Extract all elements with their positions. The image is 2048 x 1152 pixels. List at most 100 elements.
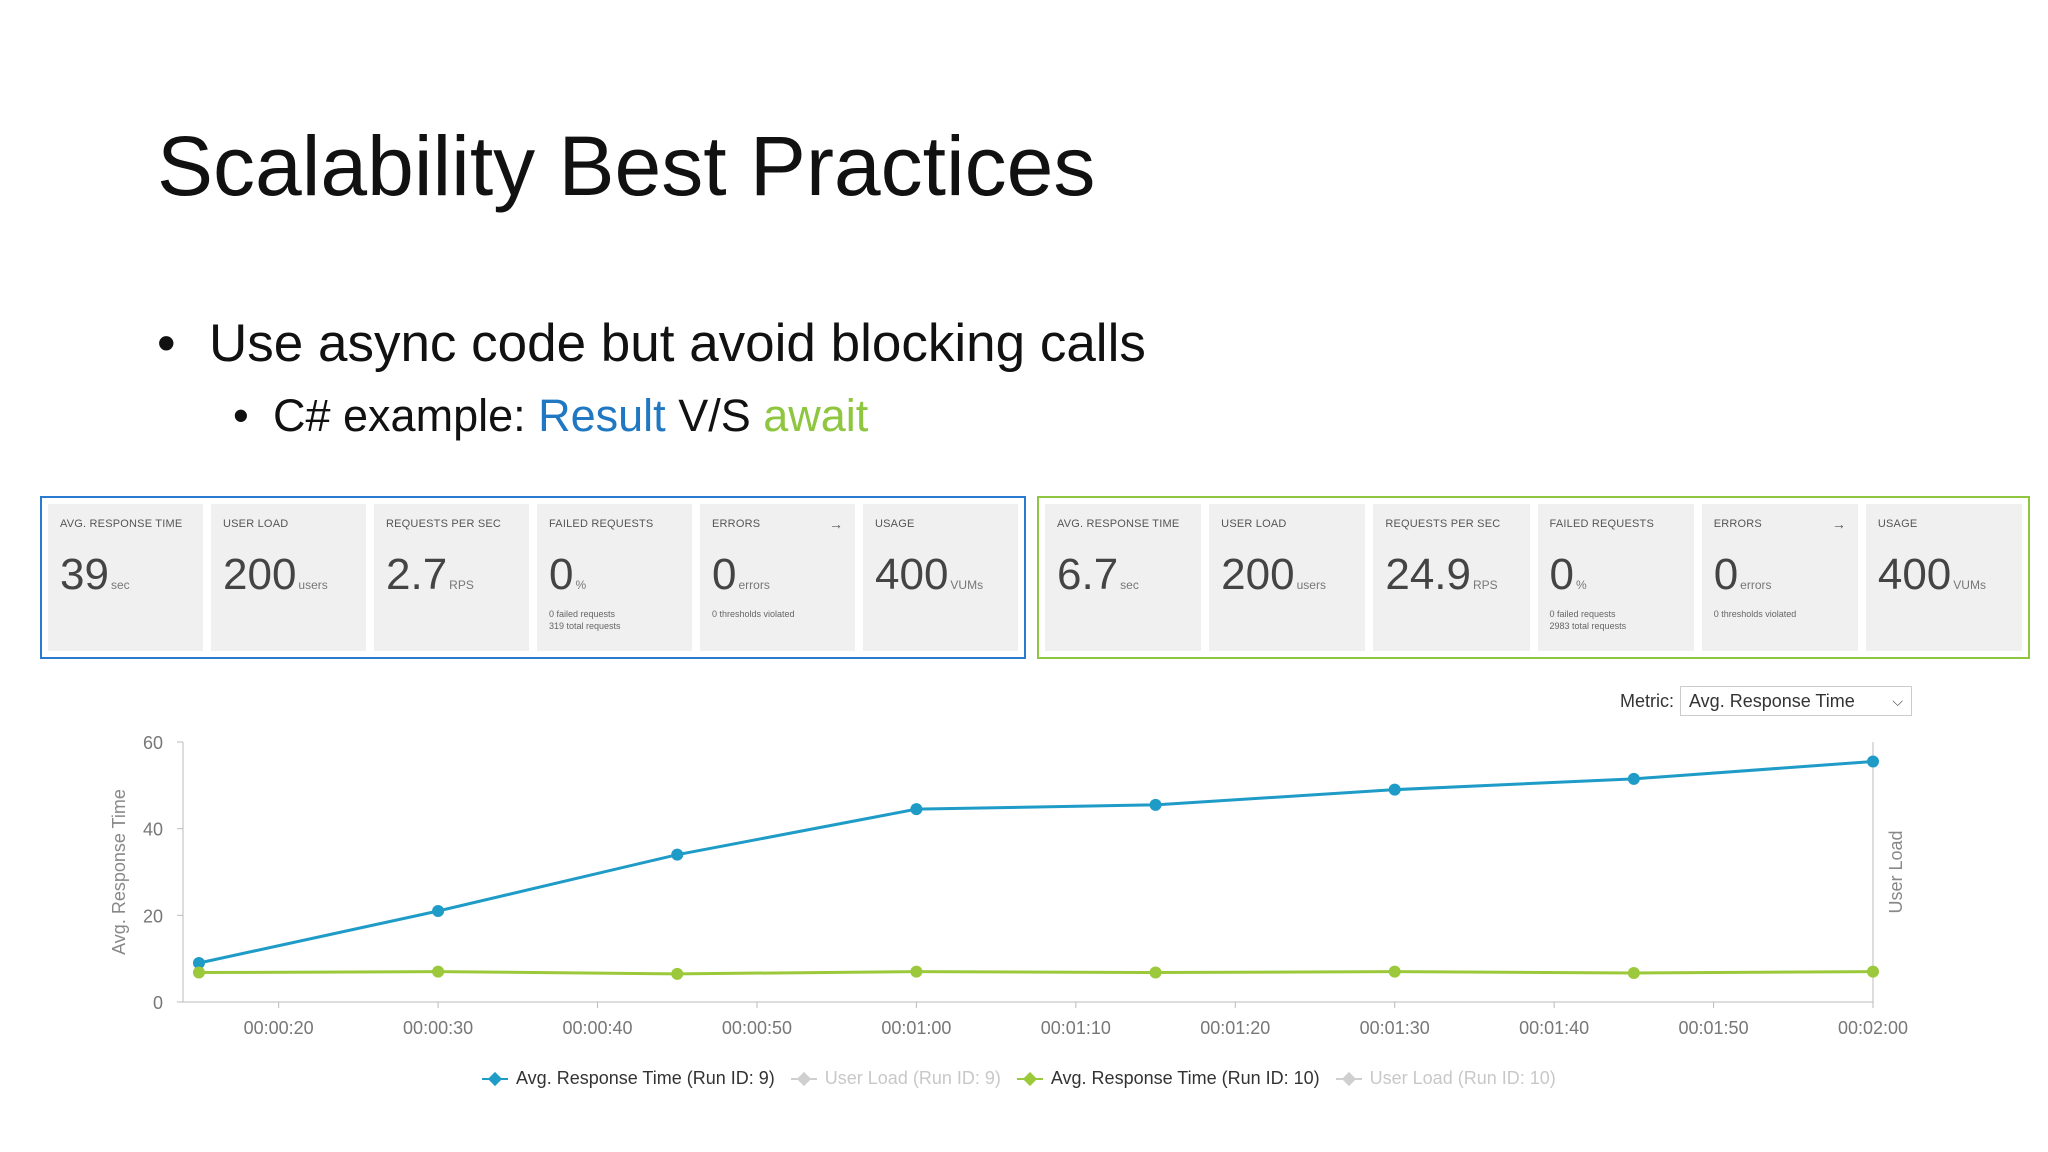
kpi-unit: users (298, 578, 328, 592)
slide-title: Scalability Best Practices (157, 119, 1096, 213)
response-time-chart: 0 20 40 60 00:00:20 00:00:30 00:00:40 00:00:50 0… (109, 733, 1908, 1038)
kpi-subtext-1: 0 thresholds violated (712, 609, 795, 619)
data-point (1149, 798, 1162, 811)
legend-item[interactable]: User Load (Run ID: 10) (1334, 1068, 1556, 1089)
kpi-tile-avg-response-time: AVG. RESPONSE TIME 39 sec (48, 504, 203, 651)
kpi-unit: RPS (1472, 578, 1498, 592)
kpi-unit: % (1576, 578, 1587, 592)
data-point (192, 957, 205, 969)
x-tick-label: 00:02:00 (1838, 1018, 1908, 1038)
data-point (910, 803, 923, 816)
bullet-2: • C# example: Result V/S await (233, 390, 868, 442)
kpi-label: FAILED REQUESTS (1549, 518, 1654, 530)
legend-item[interactable]: Avg. Response Time (Run ID: 10) (1015, 1068, 1320, 1089)
x-tick-label: 00:01:30 (1360, 1018, 1430, 1038)
kpi-value: 39 sec (60, 550, 191, 600)
metric-dropdown[interactable]: Avg. Response Time ⌵ (1680, 686, 1912, 716)
kpi-label: USER LOAD (223, 518, 289, 530)
bullet-dot: • (233, 390, 249, 441)
data-point (1867, 965, 1879, 978)
legend-label: Avg. Response Time (Run ID: 10) (1050, 1068, 1320, 1088)
kpi-subtext-1: 0 thresholds violated (1713, 609, 1797, 619)
y2-axis-label: User Load (1886, 830, 1906, 913)
legend-marker-icon (1015, 1072, 1045, 1086)
kpi-number: 2.7 (386, 550, 448, 599)
data-point (432, 905, 445, 917)
kpi-tile-usage: USAGE 400 VUMs (1865, 504, 2023, 651)
bullet-dot: • (157, 314, 176, 373)
kpi-subtext: 0 failed requests 319 total requests (549, 608, 680, 632)
metric-selector: Metric: Avg. Response Time ⌵ (1620, 686, 1912, 716)
kpi-value: 200 users (1221, 550, 1353, 600)
kpi-number: 0 (712, 550, 737, 599)
arrow-right-icon[interactable]: → (829, 516, 843, 532)
kpi-label: AVG. RESPONSE TIME (1057, 518, 1180, 530)
kpi-value: 6.7 sec (1057, 550, 1189, 600)
kpi-unit: RPS (449, 578, 474, 592)
data-point (1627, 772, 1640, 785)
kpi-unit: % (575, 578, 587, 592)
kpi-subtext: 0 failed requests 2983 total requests (1550, 608, 1682, 632)
legend-label: Avg. Response Time (Run ID: 9) (516, 1068, 775, 1088)
kpi-number: 6.7 (1057, 550, 1119, 599)
data-point (192, 966, 205, 979)
kpi-label: REQUESTS PER SEC (386, 518, 502, 530)
kpi-unit: errors (1740, 578, 1772, 592)
kpi-value: 400 VUMs (875, 550, 1006, 600)
kpi-number: 0 (549, 550, 574, 599)
kpi-value: 0 errors (1714, 550, 1846, 600)
x-tick-label: 00:01:20 (1200, 1018, 1270, 1038)
legend-label: User Load (Run ID: 9) (824, 1068, 1001, 1088)
kpi-number: 400 (875, 550, 949, 599)
kpi-number: 0 (1713, 550, 1739, 599)
kpi-subtext: 0 thresholds violated (1714, 608, 1846, 620)
run-10-summary-panel: AVG. RESPONSE TIME 6.7 sec USER LOAD 200 user… (1037, 496, 2030, 659)
kpi-label: FAILED REQUESTS (549, 518, 654, 530)
kpi-number: 200 (1221, 550, 1295, 599)
kpi-unit: sec (1120, 578, 1139, 592)
kpi-value: 400 VUMs (1878, 550, 2010, 600)
metric-label: Metric: (1620, 690, 1674, 711)
data-point (671, 848, 684, 861)
kpi-label: REQUESTS PER SEC (1385, 518, 1501, 530)
legend-marker-icon (1334, 1072, 1364, 1086)
kpi-unit: errors (738, 578, 770, 592)
bullet-2-vs: V/S (665, 390, 764, 441)
series-line (198, 760, 1874, 965)
data-point (1867, 755, 1879, 768)
chevron-down-icon: ⌵ (1892, 692, 1903, 709)
bullet-2-prefix: C# example: (273, 390, 539, 441)
kpi-unit: sec (110, 578, 130, 592)
legend-label: User Load (Run ID: 10) (1369, 1068, 1556, 1088)
y-tick-label: 60 (143, 733, 163, 753)
x-tick-label: 00:01:00 (881, 1018, 951, 1038)
data-point (910, 965, 923, 978)
kpi-subtext-2: 2983 total requests (1549, 621, 1627, 631)
data-point (1627, 966, 1640, 979)
kpi-label: USAGE (1877, 518, 1918, 530)
x-tick-label: 00:00:20 (244, 1018, 314, 1038)
legend-item[interactable]: User Load (Run ID: 9) (789, 1068, 1001, 1089)
x-tick-label: 00:00:40 (562, 1018, 632, 1038)
data-point (1388, 965, 1401, 978)
kpi-unit: VUMs (950, 578, 984, 592)
kpi-label: USER LOAD (1221, 518, 1287, 530)
kpi-unit: users (1296, 578, 1326, 592)
y-tick-label: 40 (143, 820, 163, 840)
kpi-tile-user-load: USER LOAD 200 users (1209, 504, 1366, 651)
series-line (198, 970, 1874, 976)
x-tick-label: 00:01:40 (1519, 1018, 1589, 1038)
bullet-1: • Use async code but avoid blocking calls (157, 313, 1146, 374)
metric-selected-value: Avg. Response Time (1689, 690, 1855, 711)
kpi-value: 24.9 RPS (1385, 550, 1517, 600)
kpi-value: 0% (549, 550, 680, 600)
data-point (1149, 966, 1162, 979)
arrow-right-icon[interactable]: → (1831, 516, 1846, 532)
x-tick-label: 00:00:30 (403, 1018, 473, 1038)
kpi-tile-user-load: USER LOAD 200 users (211, 504, 366, 651)
kpi-value: 200 users (223, 550, 354, 600)
kpi-subtext: 0 thresholds violated (712, 608, 843, 620)
legend-item[interactable]: Avg. Response Time (Run ID: 9) (480, 1068, 775, 1089)
bullet-1-text: Use async code but avoid blocking calls (209, 314, 1146, 373)
legend-marker-icon (789, 1072, 819, 1086)
